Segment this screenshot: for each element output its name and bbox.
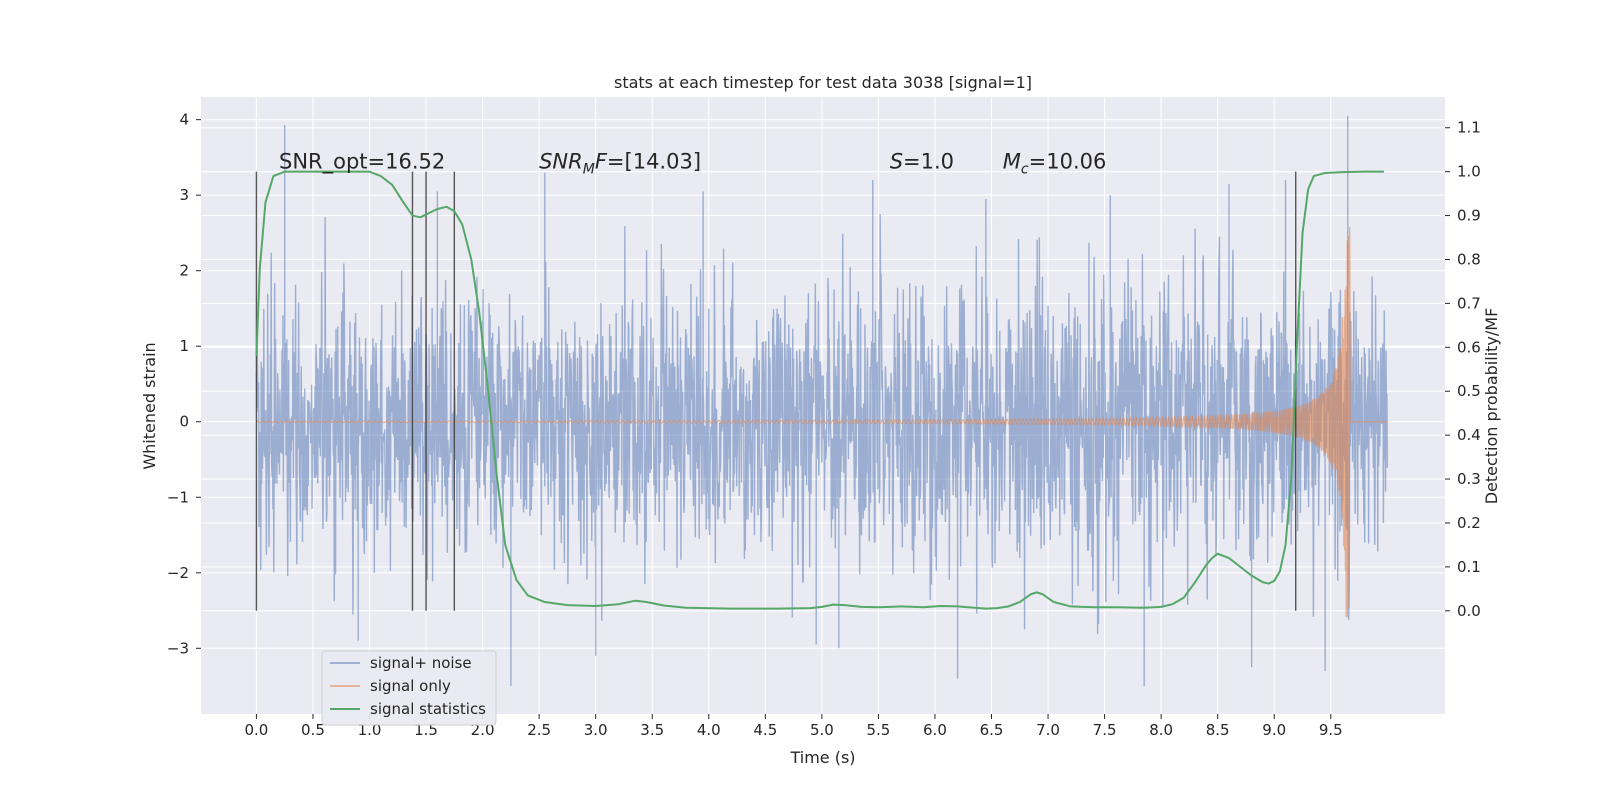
left-axis-ticks: 4 3 2 1 0 −1 −2 −3 [167,111,201,657]
y2-tick-label: 0.4 [1457,426,1481,444]
y2-tick-label: 1.1 [1457,119,1481,137]
y-tick-label: 4 [179,111,189,129]
x-tick-label: 9.0 [1262,721,1286,739]
legend-box [321,650,497,726]
y-tick-label: 1 [179,337,189,355]
y-tick-label: 3 [179,186,189,204]
y-tick-label: −2 [167,564,189,582]
legend: signal+ noise signal only signal statist… [321,650,497,726]
y2-tick-label: 0.9 [1457,207,1481,225]
legend-label-signal: signal only [370,677,451,695]
x-tick-label: 2.5 [527,721,551,739]
y-tick-label: −3 [167,639,189,657]
y2-tick-label: 1.0 [1457,163,1481,181]
annotation-snr-opt: SNR_opt=16.52 [279,150,445,175]
y-tick-label: 0 [179,413,189,431]
x-tick-label: 9.5 [1319,721,1343,739]
series-signal-statistics [255,170,1384,610]
legend-label-noise: signal+ noise [370,654,472,672]
annotations: SNR_opt=16.52 SNRMF=[14.03] S=1.0 Mc=10.… [279,150,1106,178]
y-tick-label: −1 [167,488,189,506]
y2-tick-label: 0.3 [1457,470,1481,488]
x-tick-label: 7.0 [1036,721,1060,739]
y2-tick-label: 0.2 [1457,514,1481,532]
y-axis-label: Whitened strain [140,342,159,469]
x-tick-label: 6.5 [980,721,1004,739]
chart-title: stats at each timestep for test data 303… [614,73,1032,92]
signal-only-trace [256,226,1388,618]
x-tick-label: 0.5 [301,721,325,739]
y2-tick-label: 0.8 [1457,250,1481,268]
y2-tick-label: 0.7 [1457,294,1481,312]
x-tick-label: 5.5 [866,721,890,739]
signal-statistics-line [255,170,1384,610]
x-tick-label: 5.0 [810,721,834,739]
legend-label-stats: signal statistics [370,700,486,718]
x-tick-label: 8.0 [1149,721,1173,739]
y-tick-label: 2 [179,262,189,280]
y2-tick-label: 0.6 [1457,338,1481,356]
x-tick-label: 4.5 [753,721,777,739]
series-signal-only [256,226,1388,618]
detection-markers [255,171,1297,611]
right-axis-ticks: 1.1 1.0 0.9 0.8 0.7 0.6 0.5 0.4 0.3 0.2 0.1 0.0 [1445,119,1481,620]
x-tick-label: 6.0 [923,721,947,739]
y2-axis-label: Detection probability/MF [1482,308,1501,505]
y2-tick-label: 0.5 [1457,382,1481,400]
annotation-s: S=1.0 [890,150,954,174]
annotation-snr-mf: SNRMF=[14.03] [539,150,701,178]
x-tick-label: 3.5 [640,721,664,739]
x-tick-label: 4.0 [697,721,721,739]
x-axis-label: Time (s) [789,748,855,767]
y2-tick-label: 0.0 [1457,602,1481,620]
annotation-mc: Mc=10.06 [1003,150,1107,178]
x-tick-label: 3.0 [584,721,608,739]
x-tick-label: 0.0 [244,721,268,739]
x-tick-label: 7.5 [1093,721,1117,739]
x-tick-label: 8.5 [1206,721,1230,739]
y2-tick-label: 0.1 [1457,558,1481,576]
